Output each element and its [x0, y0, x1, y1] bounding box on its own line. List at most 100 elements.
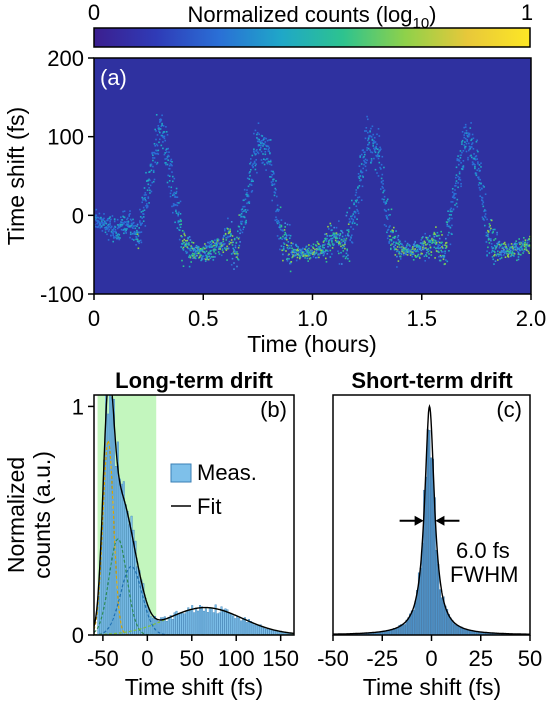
heatmap-cell: [221, 245, 224, 247]
heatmap-cell: [222, 238, 225, 241]
heatmap-cell: [220, 254, 223, 257]
heatmap-cell: [348, 260, 351, 262]
x-tick-label: 0: [425, 646, 437, 671]
heatmap-cell: [266, 144, 268, 147]
heatmap-cell: [455, 193, 457, 195]
heatmap-cell: [423, 247, 426, 249]
heatmap-cell: [490, 239, 492, 242]
heatmap-cell: [420, 249, 423, 252]
heatmap-cell: [268, 139, 270, 141]
heatmap-cell: [383, 201, 385, 203]
heatmap-cell: [141, 196, 143, 199]
heatmap-cell: [456, 198, 459, 201]
heatmap-cell: [429, 239, 431, 242]
y-tick-label: 200: [47, 46, 84, 71]
heatmap-cell: [470, 154, 472, 157]
heatmap-cell: [408, 244, 410, 246]
heatmap-cell: [175, 204, 177, 206]
heatmap-cell: [103, 227, 106, 229]
heatmap-cell: [468, 142, 470, 145]
heatmap-cell: [344, 234, 347, 237]
heatmap-cell: [142, 199, 144, 201]
histogram-bar: [206, 612, 209, 635]
heatmap-cell: [250, 191, 253, 193]
heatmap-trace: [94, 114, 531, 273]
heatmap-cell: [141, 222, 143, 224]
heatmap-cell: [249, 162, 251, 165]
heatmap-cell: [370, 160, 373, 162]
heatmap-cell: [364, 137, 367, 140]
histogram-bar: [236, 616, 239, 635]
heatmap-cell: [278, 209, 280, 211]
heatmap-cell: [429, 246, 432, 249]
histogram-bar: [210, 608, 213, 635]
heatmap-cell: [116, 235, 118, 237]
histogram-bar: [464, 629, 466, 635]
heatmap-cell: [409, 245, 411, 248]
histogram-bar: [181, 613, 184, 635]
x-tick-label: 2.0: [516, 306, 547, 331]
heatmap-cell: [336, 237, 338, 240]
histogram-bar: [167, 617, 170, 635]
histogram-bar: [441, 597, 443, 635]
heatmap-cell: [458, 178, 460, 180]
heatmap-cell: [297, 246, 299, 248]
heatmap-cell: [365, 162, 368, 164]
heatmap-cell: [487, 235, 489, 237]
heatmap-cell: [270, 164, 273, 166]
heatmap-cell: [101, 222, 104, 224]
heatmap-cell: [392, 243, 394, 245]
heatmap-cell: [523, 250, 525, 253]
heatmap-cell: [240, 215, 243, 218]
heatmap-cell: [189, 256, 192, 259]
heatmap-cell: [323, 247, 325, 249]
heatmap-cell: [317, 248, 319, 251]
heatmap-cell: [463, 126, 465, 129]
heatmap-cell: [341, 230, 343, 232]
heatmap-cell: [268, 147, 270, 149]
heatmap-cell: [256, 140, 259, 143]
heatmap-cell: [237, 254, 239, 256]
heatmap-cell: [347, 233, 349, 235]
heatmap-cell: [346, 211, 348, 214]
heatmap-cell: [376, 143, 378, 145]
heatmap-cell: [109, 222, 111, 224]
heatmap-cell: [377, 175, 380, 177]
heatmap-cell: [289, 237, 291, 239]
heatmap-cell: [163, 137, 166, 140]
heatmap-cell: [468, 149, 470, 152]
heatmap-cell: [487, 233, 489, 236]
heatmap-cell: [172, 175, 174, 178]
heatmap-cell: [443, 255, 446, 257]
heatmap-cell: [339, 243, 342, 245]
histogram-bar: [435, 549, 438, 635]
heatmap-cell: [455, 182, 457, 185]
heatmap-cell: [319, 245, 322, 247]
histogram-bar: [126, 511, 129, 635]
heatmap-cell: [396, 249, 399, 251]
heatmap-cell: [304, 254, 306, 256]
heatmap-cell: [122, 210, 124, 213]
heatmap-cell: [147, 179, 150, 182]
heatmap-cell: [344, 240, 347, 242]
heatmap-cell: [406, 254, 409, 256]
heatmap-cell: [256, 151, 259, 153]
heatmap-cell: [203, 250, 205, 253]
heatmap-cell: [189, 239, 192, 241]
heatmap-cell: [445, 237, 447, 240]
heatmap-cell: [429, 235, 431, 237]
heatmap-cell: [193, 247, 195, 250]
heatmap-cell: [325, 240, 328, 242]
heatmap-cell: [519, 243, 521, 245]
heatmap-cell: [440, 230, 442, 233]
heatmap-cell: [473, 163, 475, 166]
heatmap-cell: [313, 251, 316, 253]
heatmap-cell: [341, 238, 343, 241]
heatmap-cell: [419, 247, 422, 250]
heatmap-cell: [367, 143, 370, 146]
heatmap-cell: [133, 221, 135, 224]
heatmap-cell: [284, 226, 286, 228]
heatmap-cell: [98, 212, 101, 215]
heatmap-cell: [351, 234, 353, 237]
heatmap-cell: [280, 219, 283, 221]
